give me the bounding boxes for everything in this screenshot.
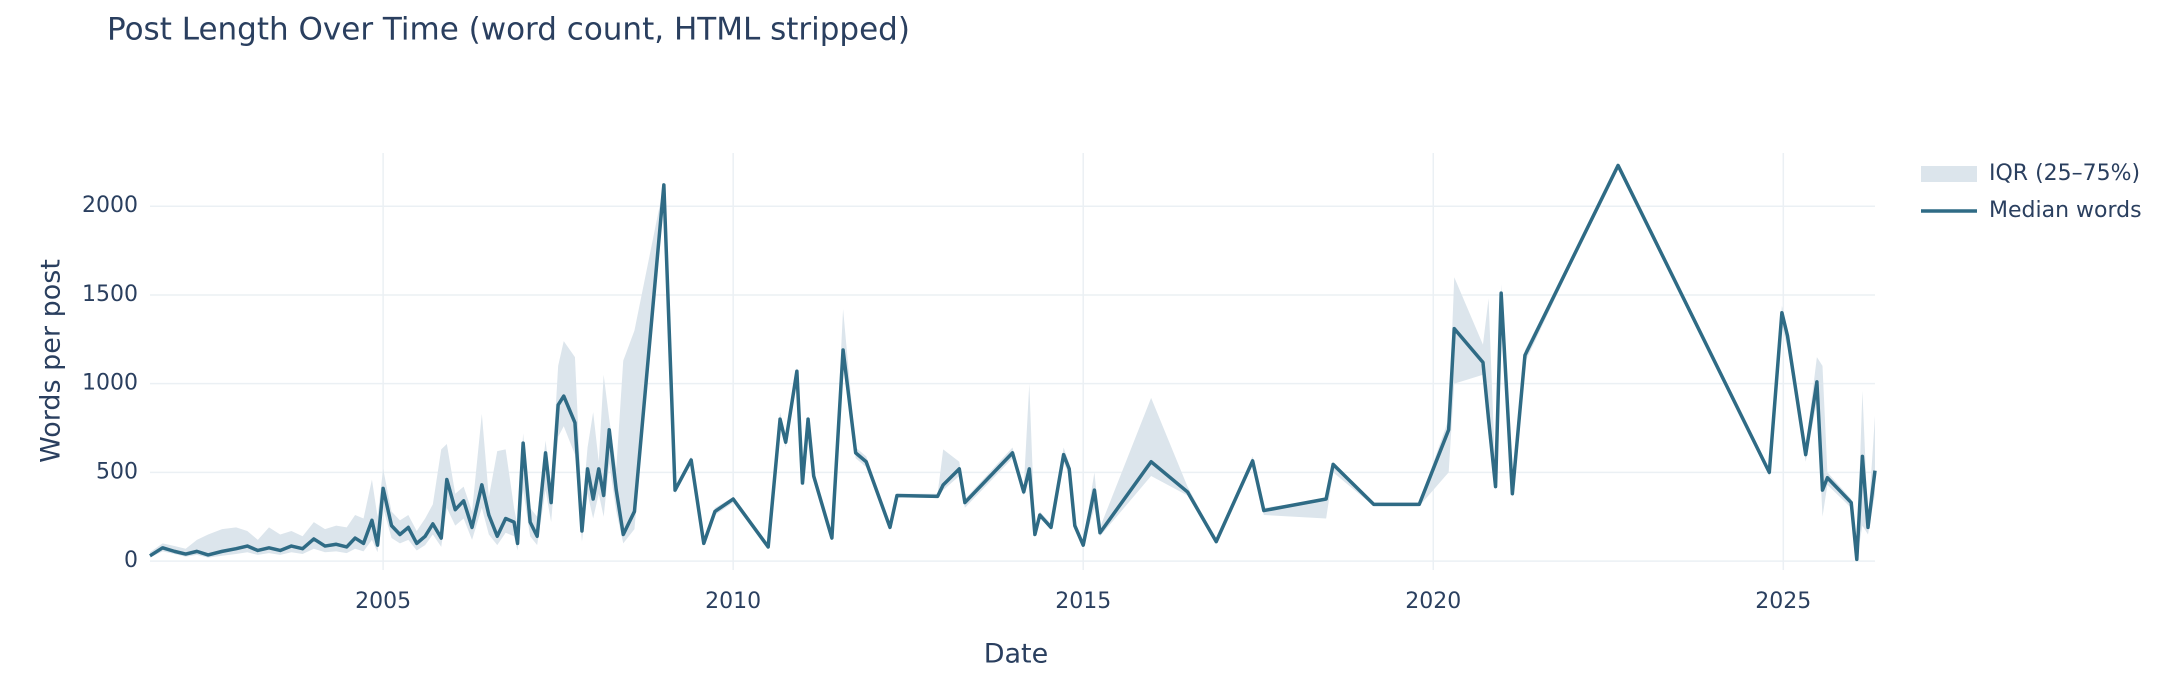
y-tick-label: 2000 [82, 193, 138, 218]
y-tick-label: 1000 [82, 371, 138, 396]
x-tick-label: 2015 [1055, 589, 1111, 614]
legend-label: IQR (25–75%) [1989, 161, 2140, 186]
y-tick-label: 1500 [82, 282, 138, 307]
x-tick-label: 2020 [1405, 589, 1461, 614]
x-tick-label: 2025 [1755, 589, 1811, 614]
x-tick-label: 2005 [355, 589, 411, 614]
legend-label: Median words [1989, 198, 2142, 223]
y-tick-label: 500 [96, 459, 138, 484]
y-tick-label: 0 [124, 548, 138, 573]
chart-title: Post Length Over Time (word count, HTML … [107, 12, 910, 48]
median-line [149, 163, 1877, 562]
legend-swatch [1921, 166, 1977, 182]
x-tick-label: 2010 [705, 589, 761, 614]
iqr-band [150, 165, 1875, 560]
x-axis-title: Date [984, 639, 1049, 670]
y-axis-title: Words per post [36, 259, 67, 463]
